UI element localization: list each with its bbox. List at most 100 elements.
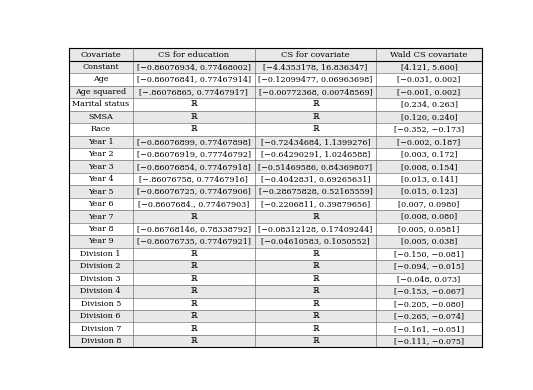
- Bar: [376, 223, 482, 235]
- Text: [−0.150, −0.081]: [−0.150, −0.081]: [394, 250, 464, 258]
- Bar: [255, 285, 376, 298]
- Bar: [133, 98, 255, 111]
- Bar: [255, 160, 376, 173]
- Text: [−0.12099477, 0.06963698]: [−0.12099477, 0.06963698]: [259, 75, 373, 83]
- Text: Year 8: Year 8: [88, 225, 114, 233]
- Bar: [133, 173, 255, 185]
- Text: [−0.86768146, 0.78338792]: [−0.86768146, 0.78338792]: [136, 225, 251, 233]
- Bar: [69, 160, 133, 173]
- Text: [0.013, 0.141]: [0.013, 0.141]: [401, 175, 457, 183]
- Bar: [69, 148, 133, 160]
- Text: [−0.72434684, 1.1399276]: [−0.72434684, 1.1399276]: [261, 138, 370, 146]
- Bar: [376, 235, 482, 248]
- Text: [−0.86076919, 0.77746792]: [−0.86076919, 0.77746792]: [136, 150, 251, 158]
- Bar: [133, 285, 255, 298]
- Text: [−0.8607684., 0.77467903]: [−0.8607684., 0.77467903]: [138, 200, 249, 208]
- Text: [0.120, 0.240]: [0.120, 0.240]: [401, 113, 457, 121]
- Bar: [376, 323, 482, 335]
- Bar: [376, 210, 482, 223]
- Text: [−0.04610583, 0.1050552]: [−0.04610583, 0.1050552]: [261, 238, 370, 245]
- Text: [−0.2206811, 0.39879656]: [−0.2206811, 0.39879656]: [261, 200, 370, 208]
- Bar: [376, 173, 482, 185]
- Bar: [255, 86, 376, 98]
- Text: [−0.352, −0.173]: [−0.352, −0.173]: [394, 125, 464, 133]
- Text: [−0.00772368, 0.00748569]: [−0.00772368, 0.00748569]: [259, 88, 373, 96]
- Text: ℝ: ℝ: [312, 325, 319, 333]
- Text: ℝ: ℝ: [312, 125, 319, 133]
- Bar: [376, 310, 482, 323]
- Bar: [376, 260, 482, 273]
- Text: Division 5: Division 5: [80, 300, 121, 308]
- Bar: [376, 123, 482, 136]
- Text: Race: Race: [91, 125, 111, 133]
- Bar: [255, 148, 376, 160]
- Text: ℝ: ℝ: [190, 113, 197, 121]
- Bar: [133, 273, 255, 285]
- Bar: [376, 111, 482, 123]
- Text: Age squared: Age squared: [75, 88, 126, 96]
- Bar: [255, 223, 376, 235]
- Bar: [69, 310, 133, 323]
- Bar: [376, 136, 482, 148]
- Bar: [69, 335, 133, 347]
- Bar: [69, 111, 133, 123]
- Bar: [69, 198, 133, 210]
- Text: [−0.28675828, 0.52165559]: [−0.28675828, 0.52165559]: [259, 188, 373, 196]
- Text: [−0.094, −0.015]: [−0.094, −0.015]: [394, 262, 464, 270]
- Text: ℝ: ℝ: [190, 262, 197, 270]
- Bar: [255, 260, 376, 273]
- Bar: [133, 148, 255, 160]
- Text: ℝ: ℝ: [190, 300, 197, 308]
- Text: Covariate: Covariate: [80, 51, 121, 58]
- Bar: [255, 198, 376, 210]
- Text: ℝ: ℝ: [190, 100, 197, 108]
- Text: Wald CS covariate: Wald CS covariate: [390, 51, 468, 58]
- Text: Marital status: Marital status: [72, 100, 130, 108]
- Bar: [133, 86, 255, 98]
- Bar: [255, 123, 376, 136]
- Text: ℝ: ℝ: [190, 312, 197, 320]
- Bar: [376, 198, 482, 210]
- Bar: [376, 160, 482, 173]
- Text: Division 4: Division 4: [80, 287, 121, 295]
- Text: ℝ: ℝ: [312, 337, 319, 345]
- Bar: [376, 273, 482, 285]
- Bar: [376, 335, 482, 347]
- Text: [0.008, 0.154]: [0.008, 0.154]: [401, 163, 457, 171]
- Bar: [133, 61, 255, 73]
- Bar: [376, 86, 482, 98]
- Bar: [69, 136, 133, 148]
- Text: ℝ: ℝ: [190, 287, 197, 295]
- Text: ℝ: ℝ: [190, 125, 197, 133]
- Bar: [255, 61, 376, 73]
- Text: Division 6: Division 6: [80, 312, 121, 320]
- Bar: [133, 185, 255, 198]
- Bar: [133, 323, 255, 335]
- Text: Division 7: Division 7: [80, 325, 121, 333]
- Text: ℝ: ℝ: [190, 325, 197, 333]
- Bar: [255, 210, 376, 223]
- Bar: [376, 185, 482, 198]
- Bar: [69, 298, 133, 310]
- Text: [−0.161, −0.051]: [−0.161, −0.051]: [394, 325, 464, 333]
- Bar: [376, 61, 482, 73]
- Bar: [69, 210, 133, 223]
- Bar: [133, 248, 255, 260]
- Text: SMSA: SMSA: [88, 113, 113, 121]
- Text: Year 2: Year 2: [88, 150, 114, 158]
- Text: Division 2: Division 2: [80, 262, 121, 270]
- Text: [0.015, 0.123]: [0.015, 0.123]: [401, 188, 457, 196]
- Bar: [69, 61, 133, 73]
- Bar: [69, 73, 133, 86]
- Text: ℝ: ℝ: [190, 213, 197, 220]
- Bar: [69, 98, 133, 111]
- Text: [−4.4353178, 16.836347]: [−4.4353178, 16.836347]: [263, 63, 368, 71]
- Text: ℝ: ℝ: [312, 100, 319, 108]
- Bar: [69, 223, 133, 235]
- Bar: [255, 310, 376, 323]
- Text: ℝ: ℝ: [190, 337, 197, 345]
- Bar: [376, 285, 482, 298]
- Text: [−0.86076854, 0.77467918]: [−0.86076854, 0.77467918]: [136, 163, 251, 171]
- Bar: [133, 260, 255, 273]
- Text: [−0.001, 0.002]: [−0.001, 0.002]: [398, 88, 461, 96]
